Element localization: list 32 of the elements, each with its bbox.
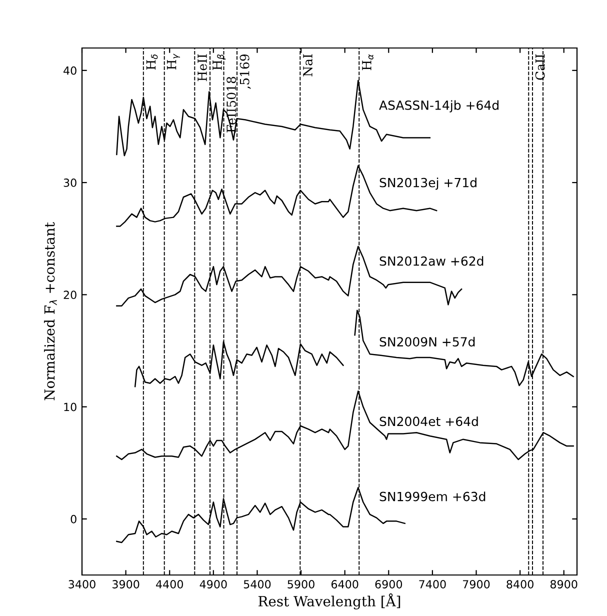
x-tick-label: 3900 [112,580,140,588]
x-axis-title: Rest Wavelength [Å] [258,593,400,610]
x-tick-label: 8900 [550,580,578,588]
y-axis-title: Normalized F$_{λ}$ +constant [44,222,57,400]
x-tick-label: 4400 [156,580,184,588]
y-tick-label: 40 [64,66,76,75]
annotation: ,5169 [240,54,251,89]
x-tick-label: 7400 [419,580,446,588]
series-label: SN2004et +64d [380,416,478,426]
x-tick-label: 5400 [244,580,271,588]
x-tick-label: 3400 [68,580,96,588]
x-tick-label: 6900 [375,580,402,588]
series-label: SN1999em +63d [380,492,486,502]
y-tick-label: 20 [64,290,76,300]
series-label: SN2009N +57d [380,336,475,347]
series-label: ASASSN-14jb +64d [379,100,498,112]
annotation: NaI [303,54,312,76]
x-tick-label: 6400 [331,580,358,588]
x-tick-label: 7900 [463,580,490,588]
annotation: CaII [535,54,545,80]
series-label: SN2012aw +62d [380,256,484,266]
annotation: HeII [198,54,207,82]
y-tick-label: 10 [64,402,76,412]
y-tick-label: 0 [70,514,76,524]
annotation: H$_{α}$ [362,54,374,70]
x-tick-label: 5900 [288,580,314,588]
x-tick-label: 8400 [506,580,534,588]
annotation: H$_{δ}$ [146,54,158,70]
series-label: SN2013ej +71d [380,178,476,190]
y-tick-label: 30 [64,178,76,187]
annotation: H$_{γ}$ [166,54,180,70]
x-tick-label: 4900 [200,580,227,588]
